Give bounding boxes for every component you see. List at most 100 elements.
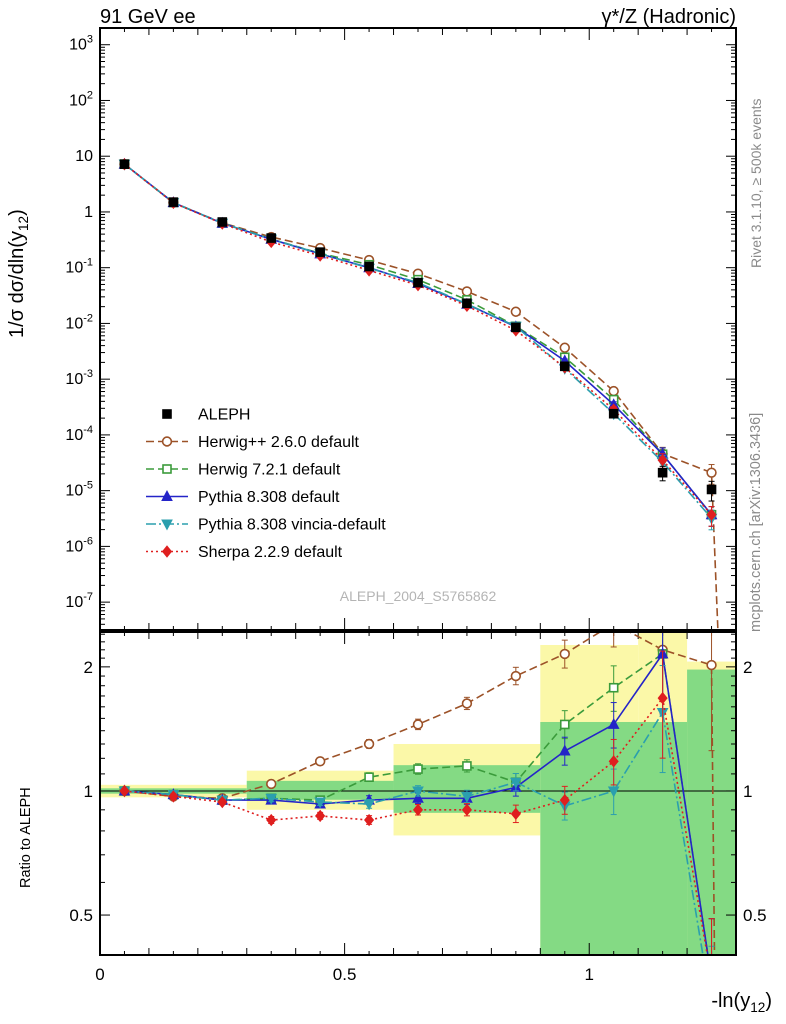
triangle-down-marker [461, 791, 473, 803]
diamond-marker [657, 691, 668, 705]
diamond-marker [364, 813, 375, 827]
legend-label: Pythia 8.308 vincia-default [198, 517, 386, 534]
circle-marker [461, 698, 473, 709]
square-marker [413, 277, 423, 288]
square-marker [217, 217, 228, 227]
square-marker [462, 298, 472, 309]
legend-label: Sherpa 2.2.9 default [198, 544, 343, 561]
series-main-aleph [119, 159, 717, 502]
diamond-marker [412, 803, 424, 817]
circle-marker [706, 659, 717, 671]
triangle-down-marker [265, 793, 278, 805]
ratio-y-tick-label-right: 0.5 [743, 906, 767, 925]
triangle-up-marker [607, 717, 620, 729]
mcplots-arxiv-label: mcplots.cern.ch [arXiv:1306.3436] [748, 412, 764, 632]
legend-entry-aleph: ALEPH [162, 407, 250, 424]
y-axis-label-main-subscript: 12 [16, 215, 31, 232]
square-marker [708, 975, 716, 983]
x-axis-label-subscript: 12 [750, 1000, 766, 1015]
main-y-tick-label: 10-6 [65, 535, 93, 555]
diamond-marker [168, 790, 179, 803]
square-marker [266, 233, 277, 243]
legend-label: Herwig 7.2.1 default [198, 462, 341, 479]
triangle-down-marker [314, 797, 326, 809]
plot-title-left: 91 GeV ee [100, 6, 196, 28]
legend-entry-herwig-7-2-1-default: Herwig 7.2.1 default [146, 462, 341, 479]
main-y-tick-label: 102 [69, 89, 93, 109]
main-y-tick-label: 10-3 [65, 368, 93, 388]
diamond-marker [217, 795, 228, 809]
diamond-marker [315, 809, 326, 823]
legend-label: ALEPH [198, 407, 250, 424]
diamond-marker [706, 508, 717, 521]
rivet-version-label: Rivet 3.1.10, ≥ 500k events [748, 98, 764, 268]
series-ratio-sherpa-2-2-9-default [119, 650, 716, 985]
square-marker [462, 761, 472, 771]
square-marker [559, 361, 570, 372]
diamond-marker [707, 974, 716, 985]
y-axis-label-ratio: Ratio to ALEPH [18, 787, 34, 888]
diamond-marker [266, 813, 277, 827]
triangle-down-marker [363, 799, 375, 811]
square-marker [608, 682, 619, 693]
diamond-marker [510, 807, 521, 821]
triangle-down-marker [161, 519, 173, 531]
square-marker [315, 247, 325, 257]
circle-marker [706, 467, 717, 478]
legend-label: Pythia 8.308 default [198, 489, 340, 506]
square-marker [162, 409, 172, 419]
circle-marker [412, 719, 424, 730]
legend: ALEPH Herwig++ 2.6.0 default Herwig 7.2.1 … [146, 407, 386, 561]
circle-marker [266, 778, 277, 790]
legend-label: Herwig++ 2.6.0 default [198, 434, 360, 451]
circle-marker [161, 436, 173, 447]
square-marker [413, 764, 423, 774]
circle-marker [363, 738, 375, 750]
square-marker [364, 772, 374, 782]
analysis-id-watermark: ALEPH_2004_S5765862 [339, 588, 497, 604]
circle-marker [510, 306, 522, 317]
ratio-y-tick-label-right: 2 [743, 658, 752, 677]
diamond-marker [161, 545, 173, 558]
legend-entry-sherpa-2-2-9-default: Sherpa 2.2.9 default [146, 544, 343, 561]
triangle-up-marker [707, 974, 717, 983]
diamond-marker [608, 755, 619, 768]
square-marker [364, 261, 374, 272]
circle-marker [510, 670, 522, 682]
plot-title-right: γ*/Z (Hadronic) [601, 6, 736, 28]
ratio-panel-frame [99, 631, 737, 956]
x-axis-label: -ln(y12) [711, 990, 772, 1015]
legend-entry-pythia-8-308-default: Pythia 8.308 default [146, 489, 340, 506]
ratio-y-tick-label-right: 1 [743, 782, 752, 801]
main-y-tick-label: 10-1 [65, 257, 93, 277]
ratio-y-tick-label-left: 2 [84, 658, 93, 677]
diamond-marker [559, 793, 570, 807]
square-marker [608, 408, 619, 419]
main-y-tick-label: 10-2 [65, 312, 93, 332]
y-axis-label-main-close: ) [6, 209, 28, 216]
square-marker [657, 467, 668, 478]
square-marker [511, 322, 521, 333]
circle-marker [559, 342, 570, 353]
main-y-tick-label: 10-5 [65, 480, 93, 500]
triangle-down-marker [412, 786, 424, 798]
green-uncertainty-band [246, 780, 394, 800]
triangle-up-marker [558, 744, 571, 756]
main-y-tick-label: 10-4 [65, 424, 93, 444]
triangle-down-marker [510, 777, 522, 789]
circle-marker [461, 286, 473, 297]
diamond-marker [657, 453, 668, 467]
diamond-marker [461, 803, 472, 817]
circle-marker [608, 385, 619, 397]
y-axis-label-main: 1/σ dσ/dln(y12) [6, 209, 31, 338]
y-axis-label-main-text: 1/σ dσ/dln(y [6, 231, 28, 338]
diamond-marker [119, 784, 130, 798]
square-marker [119, 159, 130, 169]
main-y-tick-label: 103 [69, 34, 93, 54]
square-marker [559, 719, 570, 730]
triangle-down-marker [607, 786, 620, 798]
circle-marker [314, 756, 326, 767]
legend-entry-herwig-2-6-0-default: Herwig++ 2.6.0 default [146, 434, 360, 451]
